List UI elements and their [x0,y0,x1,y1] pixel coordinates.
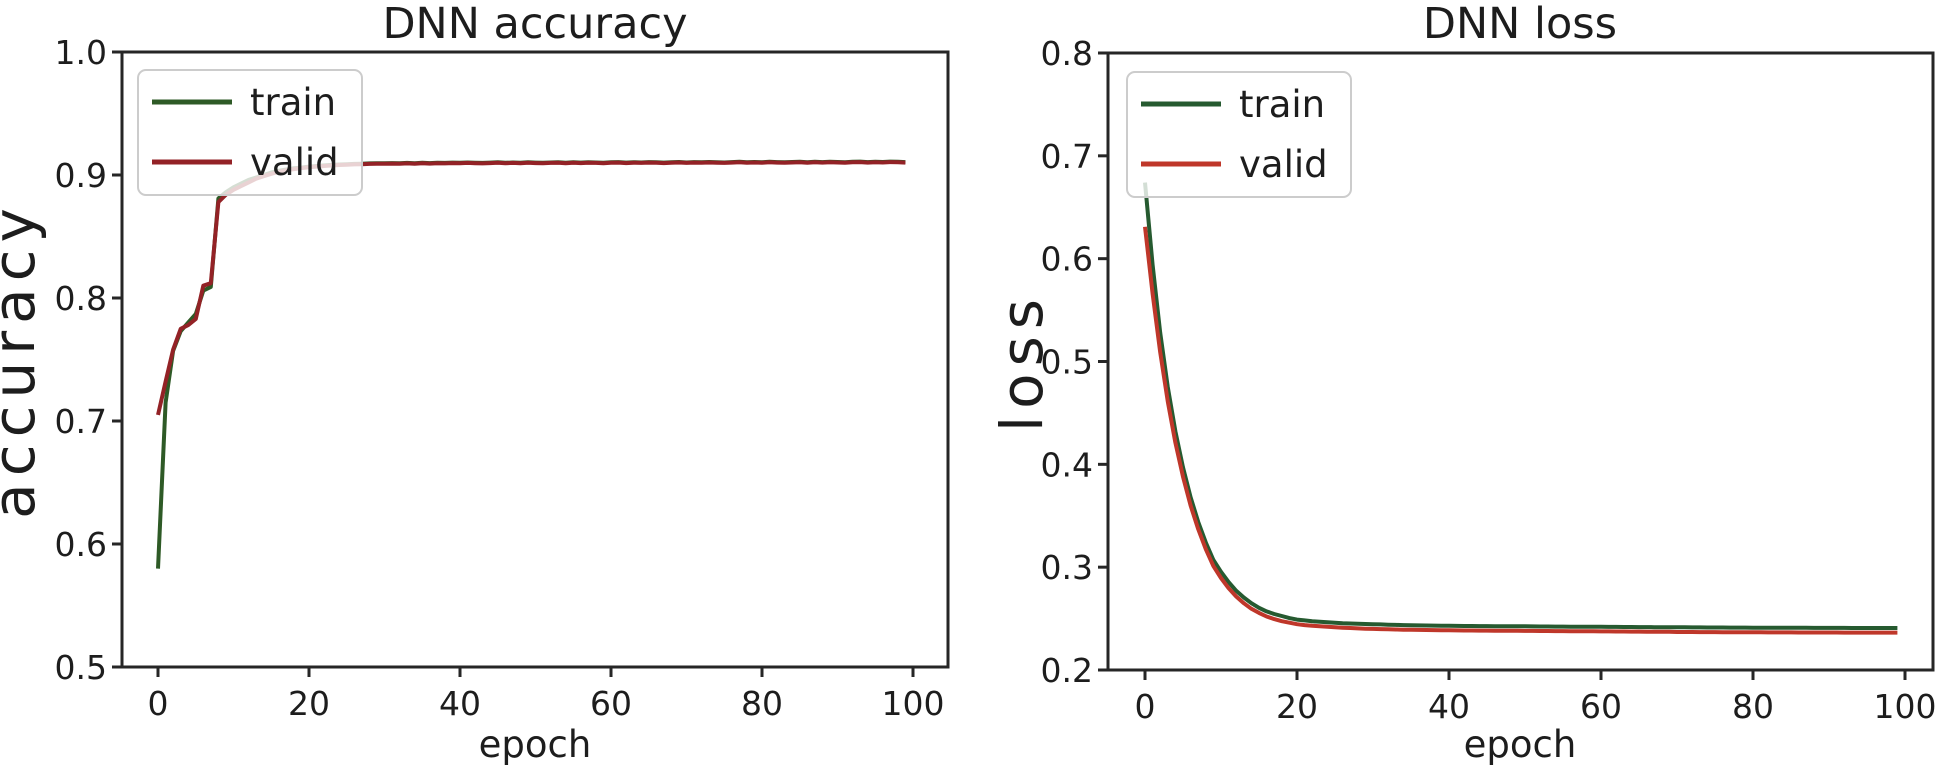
x-tick-label: 20 [1276,687,1318,726]
accuracy-axes: 0 20 40 60 80 100 0.5 0.6 0.7 0.8 0.9 1.0 [55,33,950,723]
x-tick-label: 60 [1580,687,1622,726]
y-tick-label: 0.3 [1041,548,1093,587]
x-tick-label: 100 [1874,687,1937,726]
valid-legend-label: valid [250,141,339,184]
x-tick-label: 80 [1732,687,1774,726]
train-line [156,159,906,569]
accuracy-y-axis-label: accuracy [0,201,48,519]
y-tick-label: 0.4 [1041,445,1093,484]
x-tick-label: 60 [590,684,632,723]
y-tick-label: 0.8 [55,279,107,318]
y-tick-label: 0.2 [1041,651,1093,690]
x-tick-label: 20 [288,684,330,723]
y-tick-label: 1.0 [55,33,107,72]
x-tick-label: 0 [148,684,169,723]
accuracy-x-axis-label: epoch [479,723,592,766]
x-tick-label: 100 [882,684,945,723]
x-tick-label: 80 [741,684,783,723]
y-tick-label: 0.7 [55,402,107,441]
accuracy-legend: train valid [137,69,363,196]
train-legend-label: train [1239,83,1325,126]
accuracy-chart: 0 20 40 60 80 100 0.5 0.6 0.7 0.8 0.9 1.0 DNN accur… [0,0,950,766]
y-tick-label: 0.9 [55,156,107,195]
y-tick-label: 0.8 [1041,34,1093,73]
valid-line [1143,226,1898,635]
plot-spines [120,50,950,669]
y-tick-label: 0.5 [55,648,107,687]
y-tick-label: 0.6 [1041,240,1093,279]
plot-spines [1106,51,1935,672]
loss-chart-title: DNN loss [1423,0,1617,49]
y-tick-label: 0.7 [1041,137,1093,176]
y-tick-label: 0.5 [1041,343,1093,382]
train-legend-label: train [250,81,336,124]
loss-chart: 0 20 40 60 80 100 0.2 0.3 0.4 0.5 0.6 0.7 0.8 DNN lo… [988,0,1937,766]
loss-axes: 0 20 40 60 80 100 0.2 0.3 0.4 0.5 0.6 0.7 0.8 [1041,34,1937,726]
train-line [1143,182,1898,630]
loss-x-axis-label: epoch [1464,723,1577,766]
x-tick-label: 40 [439,684,481,723]
x-tick-label: 0 [1135,687,1156,726]
x-tick-label: 40 [1428,687,1470,726]
y-tick-label: 0.6 [55,525,107,564]
accuracy-chart-title: DNN accuracy [382,0,687,49]
valid-legend-label: valid [1239,143,1328,186]
loss-legend: train valid [1126,71,1352,198]
valid-line [156,160,906,416]
loss-y-axis-label: loss [988,292,1056,432]
